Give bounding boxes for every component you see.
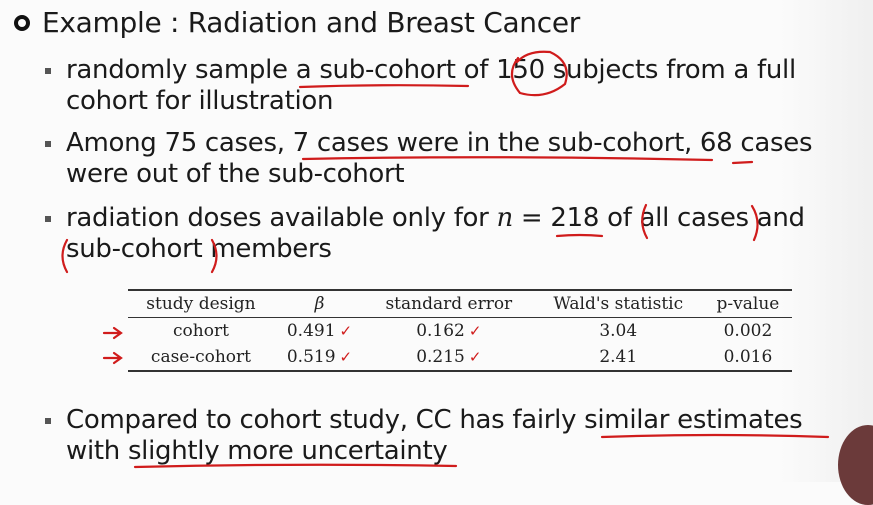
text: of [599, 203, 640, 233]
bullet-line-1: Among 75 cases, 7 cases were in the sub-… [66, 128, 812, 159]
cell-beta: 0.519 ✓ [274, 344, 365, 371]
value: 0.519 [286, 347, 336, 367]
cell-wald: 2.41 [599, 347, 638, 367]
value: 0.162 [416, 321, 465, 341]
text: Among 75 cases, [66, 128, 293, 158]
square-bullet-icon [45, 68, 51, 74]
results-table: study design β standard error Wald's sta… [128, 289, 792, 372]
text: cases [732, 128, 813, 158]
bullet-radiation: radiation doses available only for n = 2… [45, 203, 805, 265]
col-header: study design [146, 294, 256, 314]
bullet-cases: Among 75 cases, 7 cases were in the sub-… [45, 128, 812, 190]
text-all-cases: all cases [639, 203, 750, 233]
text-68: 68 [699, 128, 733, 158]
slide-edge-shadow [780, 0, 873, 482]
cell-se: 0.215 ✓ [365, 344, 533, 371]
bullet-line-1: randomly sample a sub-cohort of 150 subj… [66, 55, 796, 86]
text: = [512, 203, 551, 233]
text: , [683, 128, 700, 158]
col-header: standard error [385, 294, 513, 314]
bullet-line-1: radiation doses available only for n = 2… [66, 203, 805, 234]
bullet-line-2: were out of the sub-cohort [66, 159, 405, 189]
table-row: case-cohort 0.519 ✓ 0.215 ✓ 2.41 0.016 [128, 344, 792, 371]
text: radiation doses available only for [66, 203, 497, 233]
text-more-uncertainty: slightly more uncertainty [127, 436, 448, 466]
text-sub-cohort: a sub-cohort [295, 55, 456, 85]
square-bullet-icon [45, 418, 51, 424]
cell-p: 0.002 [723, 321, 773, 341]
text-7-cases: 7 cases were in the sub-cohort [292, 128, 685, 158]
text-sub-cohort: sub-cohort [66, 234, 203, 264]
col-header: Wald's statistic [553, 294, 684, 314]
check-icon: ✓ [468, 348, 482, 366]
bullet-line-1: Compared to cohort study, CC has fairly … [66, 405, 803, 436]
bullet-line-2: sub-cohort members [66, 234, 805, 265]
col-header: β [314, 294, 325, 314]
text-150: 150 [496, 55, 545, 85]
table-header-row: study design β standard error Wald's sta… [128, 290, 792, 318]
check-icon: ✓ [339, 322, 353, 340]
table-row: cohort 0.491 ✓ 0.162 ✓ 3.04 0.002 [128, 318, 792, 345]
bullet-line-2: cohort for illustration [66, 86, 334, 116]
square-bullet-icon [45, 141, 51, 147]
text: members [202, 234, 332, 264]
math-n: n [496, 203, 514, 233]
text-218: 218 [550, 203, 600, 233]
slide-title: Example : Radiation and Breast Cancer [42, 6, 580, 39]
value: 0.491 [286, 321, 336, 341]
text: of [455, 55, 497, 85]
text-similar-estimates: similar estimates [584, 405, 803, 435]
text: and [748, 203, 805, 233]
cell-design: case-cohort [150, 347, 252, 367]
slide: Example : Radiation and Breast Cancer ra… [14, 0, 873, 505]
cell-se: 0.162 ✓ [365, 318, 533, 345]
arrow-cohort-row [102, 326, 123, 340]
check-icon: ✓ [468, 322, 482, 340]
text: subjects from a full [544, 55, 796, 85]
check-icon: ✓ [339, 348, 353, 366]
text: randomly sample [66, 55, 296, 85]
square-bullet-icon [45, 216, 51, 222]
text: Compared to cohort study, CC has fairly [66, 405, 585, 435]
bullet-line-2: with slightly more uncertainty [66, 436, 802, 467]
cell-wald: 3.04 [599, 321, 638, 341]
title-row: Example : Radiation and Breast Cancer [14, 6, 580, 39]
cell-design: cohort [173, 321, 229, 341]
circle-bullet-icon [14, 14, 30, 31]
col-header: p-value [716, 294, 780, 314]
cell-beta: 0.491 ✓ [274, 318, 365, 345]
arrow-case-cohort-row [102, 351, 123, 365]
bullet-comparison: Compared to cohort study, CC has fairly … [45, 405, 803, 467]
value: 0.215 [416, 347, 465, 367]
cell-p: 0.016 [723, 347, 773, 367]
bullet-sample: randomly sample a sub-cohort of 150 subj… [45, 55, 796, 117]
text: with [66, 436, 128, 466]
